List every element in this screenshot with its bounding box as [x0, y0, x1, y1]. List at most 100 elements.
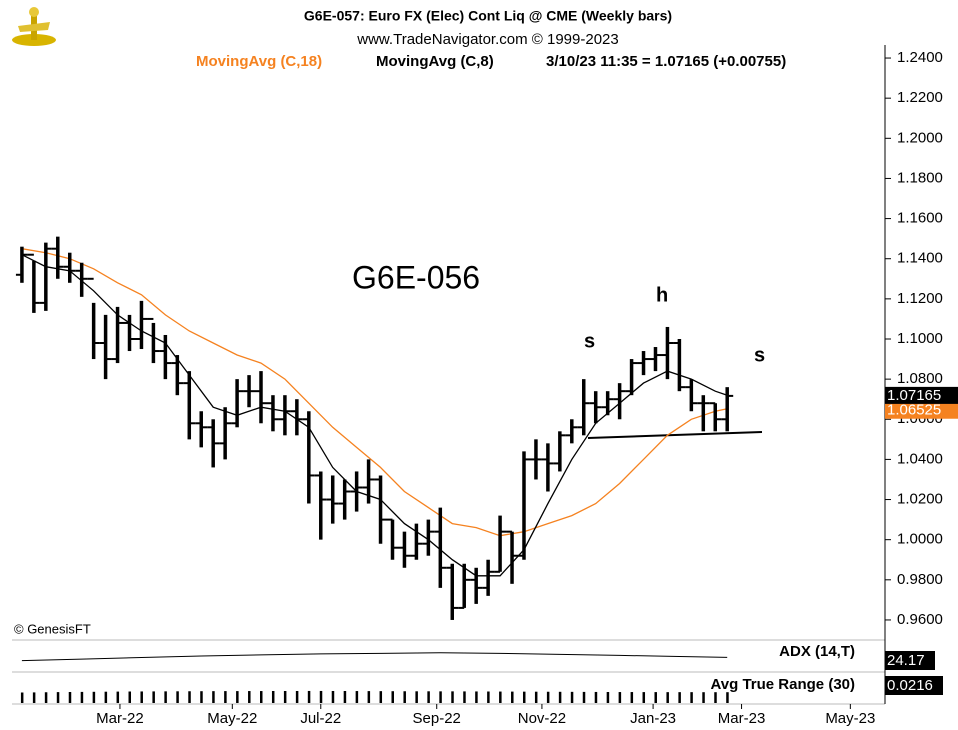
atr-bar: [295, 691, 299, 703]
atr-bar: [271, 691, 275, 703]
atr-bar: [463, 691, 466, 703]
atr-bar: [642, 692, 646, 703]
atr-bar: [451, 691, 454, 703]
atr-bar: [654, 692, 657, 703]
atr-bar: [319, 690, 323, 703]
atr-bar: [224, 691, 227, 703]
atr-bar: [511, 691, 514, 703]
atr-bar: [355, 691, 359, 703]
atr-bar: [690, 692, 693, 703]
atr-bar: [367, 691, 371, 703]
x-tick-label: Jul-22: [300, 710, 341, 727]
atr-bar: [570, 691, 574, 703]
atr-bar: [678, 692, 681, 703]
atr-bar: [104, 691, 108, 703]
atr-bar: [726, 692, 729, 703]
atr-bar: [427, 691, 430, 703]
x-tick-label: May-22: [207, 710, 257, 727]
atr-bar: [391, 691, 394, 703]
adx-line: [21, 652, 728, 662]
y-tick-label: 1.2000: [897, 129, 943, 146]
atr-bar: [68, 692, 72, 703]
y-tick-label: 0.9600: [897, 611, 943, 628]
y-tick-label: 1.1600: [897, 210, 943, 227]
atr-bar: [20, 692, 24, 703]
subtitle: www.TradeNavigator.com © 1999-2023: [356, 31, 618, 48]
x-tick-label: May-23: [825, 710, 875, 727]
x-tick-label: Nov-22: [518, 710, 566, 727]
y-tick-label: 1.1800: [897, 169, 943, 186]
close-value-tag: [885, 386, 958, 404]
atr-bar: [594, 691, 598, 703]
logo: [12, 7, 56, 46]
atr-bar: [212, 691, 215, 703]
annotation: s: [584, 330, 595, 352]
atr-bar: [343, 691, 347, 703]
legend-ma18: MovingAvg (C,18): [196, 53, 322, 70]
moving-average: [21, 248, 728, 537]
atr-bar: [522, 691, 526, 703]
y-tick-label: 1.1400: [897, 250, 943, 267]
y-tick-label: 1.0800: [897, 370, 943, 387]
atr-label: Avg True Range (30): [711, 676, 855, 693]
neckline: [587, 431, 763, 439]
atr-bar: [56, 692, 60, 703]
y-tick-label: 1.1000: [897, 330, 943, 347]
ma-value-tag: [885, 402, 958, 419]
atr-bar: [128, 691, 132, 703]
annotation: s: [754, 344, 765, 366]
adx-label: ADX (14,T): [779, 643, 855, 660]
atr-bar: [558, 691, 562, 703]
close-value-label: 1.07165: [887, 387, 941, 404]
atr-bar: [200, 691, 203, 703]
x-tick-label: Mar-22: [96, 710, 144, 727]
status: 3/10/23 11:35 = 1.07165 (+0.00755): [546, 53, 786, 70]
atr-value: 0.0216: [887, 677, 933, 694]
atr-bar: [188, 691, 191, 703]
atr-bar: [606, 692, 610, 703]
atr-bar: [714, 692, 717, 703]
y-tick-label: 1.0200: [897, 491, 943, 508]
y-tick-label: 1.2200: [897, 89, 943, 106]
atr-bar: [487, 691, 490, 703]
legend-ma8: MovingAvg (C,8): [376, 53, 494, 70]
atr-bar: [176, 691, 179, 703]
atr-bar: [307, 690, 311, 703]
y-tick-label: 1.1200: [897, 290, 943, 307]
adx-value-tag: [885, 651, 935, 670]
atr-bar: [140, 691, 143, 703]
atr-bar: [582, 691, 586, 703]
atr-bar: [248, 691, 251, 703]
atr-bar: [666, 692, 669, 703]
y-tick-label: 1.0400: [897, 450, 943, 467]
atr-bar: [92, 691, 96, 703]
atr-bar: [439, 691, 442, 703]
atr-bar: [618, 692, 622, 703]
adx-value: 24.17: [887, 652, 925, 669]
atr-bar: [331, 691, 335, 703]
atr-bar: [80, 691, 84, 703]
atr-bar: [164, 691, 167, 703]
atr-bar: [702, 692, 705, 703]
y-tick-label: 0.9800: [897, 571, 943, 588]
x-tick-label: Mar-23: [718, 710, 766, 727]
atr-bar: [415, 691, 418, 703]
atr-value-tag: [885, 676, 943, 695]
atr-bar: [116, 691, 120, 703]
atr-bar: [499, 691, 502, 703]
atr-bar: [630, 692, 634, 703]
y-tick-label: 1.2400: [897, 49, 943, 66]
atr-bar: [236, 691, 239, 703]
ma-value-label: 1.06525: [887, 402, 941, 419]
y-tick-label: 1.0000: [897, 531, 943, 548]
atr-bar: [475, 691, 478, 703]
atr-bar: [32, 692, 36, 703]
credit: © GenesisFT: [14, 621, 91, 636]
chart-title: G6E-057: Euro FX (Elec) Cont Liq @ CME (…: [304, 8, 672, 24]
x-tick-label: Sep-22: [413, 710, 461, 727]
atr-bar: [152, 691, 155, 703]
atr-bar: [403, 691, 406, 703]
atr-bar: [379, 691, 383, 703]
atr-bar: [546, 691, 550, 703]
